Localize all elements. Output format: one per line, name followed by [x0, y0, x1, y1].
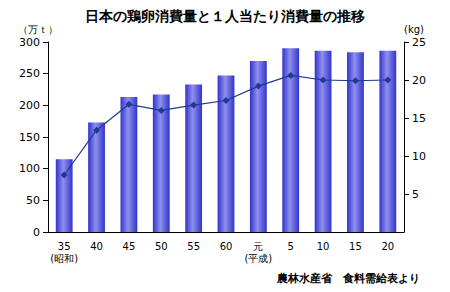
svg-text:20: 20 [381, 241, 394, 252]
svg-text:45: 45 [123, 241, 136, 252]
svg-text:55: 55 [187, 241, 200, 252]
svg-text:農林水産省 食料需給表より: 農林水産省 食料需給表より [276, 272, 420, 285]
svg-text:15: 15 [349, 241, 362, 252]
svg-text:(昭和): (昭和) [50, 253, 78, 264]
svg-text:100: 100 [19, 162, 40, 175]
svg-text:5: 5 [412, 188, 419, 201]
svg-text:200: 200 [19, 99, 40, 112]
svg-text:元: 元 [253, 241, 263, 252]
svg-text:10: 10 [317, 241, 330, 252]
svg-text:(kg): (kg) [404, 24, 424, 35]
svg-text:日本の鶏卵消費量と１人当たり消費量の推移: 日本の鶏卵消費量と１人当たり消費量の推移 [85, 8, 365, 24]
svg-text:(平成): (平成) [244, 253, 272, 264]
svg-text:25: 25 [412, 36, 426, 49]
svg-text:0: 0 [33, 226, 40, 239]
svg-text:40: 40 [90, 241, 103, 252]
svg-text:35: 35 [58, 241, 71, 252]
svg-text:（万ｔ）: （万ｔ） [18, 24, 58, 35]
svg-text:60: 60 [220, 241, 233, 252]
svg-text:10: 10 [412, 150, 426, 163]
svg-text:50: 50 [26, 194, 40, 207]
svg-text:250: 250 [19, 67, 40, 80]
svg-text:5: 5 [288, 241, 294, 252]
svg-text:50: 50 [155, 241, 168, 252]
svg-text:20: 20 [412, 74, 426, 87]
svg-text:300: 300 [19, 36, 40, 49]
svg-text:15: 15 [412, 112, 426, 125]
svg-text:150: 150 [19, 131, 40, 144]
